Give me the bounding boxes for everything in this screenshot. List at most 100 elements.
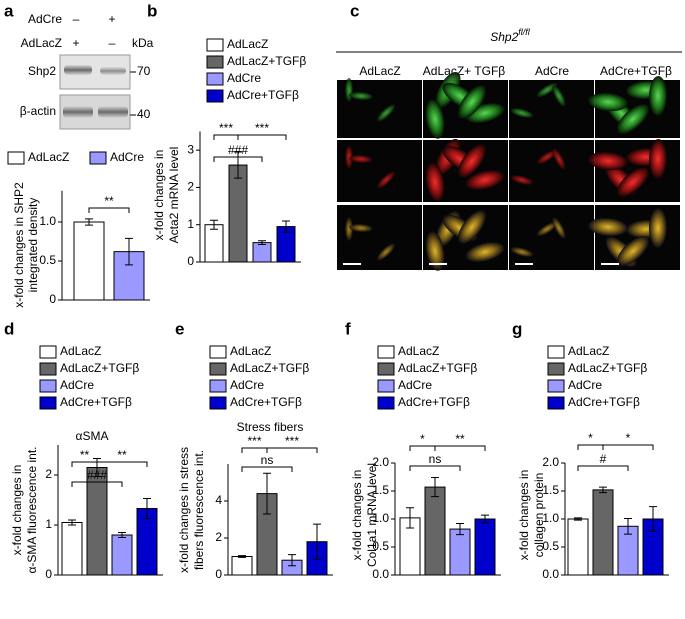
micrograph-grid [337,71,680,271]
blot-unit: kDa [132,36,154,50]
legend-label: AdLacZ [227,37,268,51]
error-bar [258,240,266,245]
blot-band [64,65,92,75]
error-bar [574,517,582,521]
cell [616,167,650,197]
legend-swatch [206,89,224,103]
column-label: AdCre [535,64,569,78]
cell [648,139,668,179]
legend-swatch [377,345,395,359]
cell [465,242,505,262]
panel-letter: d [4,319,14,338]
legend-label: AdCre+TGFβ [227,88,299,102]
legend-swatch [89,151,107,165]
y-axis-label: fibers fluorescence int. [192,450,206,570]
significance-label: ns [261,453,274,467]
significance-bracket [434,445,486,451]
cell [536,82,558,98]
blot-band [98,106,128,118]
bar [111,534,133,576]
blot-mark: + [108,12,115,26]
legend-swatch [39,396,57,410]
significance-bracket [213,134,239,140]
y-tick-label: 0 [45,567,52,581]
y-tick-label: 1 [45,517,52,531]
blot-column-label: AdLacZ [21,36,62,50]
legend-label: AdLacZ+TGFβ [60,361,139,375]
blot-mark: – [109,36,116,50]
significance-bracket [237,134,287,140]
error-bar [238,555,246,558]
significance-bracket [577,465,629,471]
legend-swatch [209,379,227,393]
bar [231,556,253,576]
column-label: AdLacZ+ TGFβ [423,64,505,78]
legend-label: AdCre+TGFβ [230,395,302,409]
significance-label: ** [117,448,127,462]
blot-band [100,67,126,75]
error-bar [143,498,151,519]
cell [349,154,373,164]
cell [616,236,650,266]
y-axis-label: Acta2 mRNA level [167,147,181,244]
y-tick-label: 0.0 [372,567,389,581]
significance-bracket [213,156,263,162]
error-bar [406,507,414,529]
cell [465,170,505,190]
charts: 0 0.5 1.0 x-fold changes in SHP2 integrated … [7,37,669,581]
legend-label: AdLacZ [230,344,271,358]
bar [61,522,83,576]
legend-label: AdCre [110,150,144,164]
legend-label: AdLacZ+TGFβ [230,361,309,375]
error-bar [263,472,271,515]
y-tick-label: 0.0 [542,567,559,581]
significance-bracket [577,444,604,450]
blot-mark: – [73,12,80,26]
legend-label: AdCre [60,378,94,392]
significance-label: *** [247,434,261,448]
cell [349,223,373,233]
y-axis-label: x-fold changes in SHP2 [12,182,26,308]
micrograph [509,140,594,202]
y-tick-label: 2 [215,530,222,544]
legend-label: AdCre [230,378,264,392]
error-bar [68,519,76,526]
cell [536,149,558,165]
cell [552,85,566,107]
error-bar [282,220,290,233]
cell [345,78,353,102]
microscopy-title: Shp2fl/fl [490,27,531,44]
legend-label: AdLacZ [568,344,609,358]
error-bar [649,506,657,532]
legend-swatch [547,396,565,410]
title-superscript: fl/fl [518,27,531,37]
legend-label: AdCre+TGFβ [398,395,470,409]
cell [457,144,487,178]
legend-label: AdCre [398,378,432,392]
legend-label: AdLacZ+TGFβ [398,361,477,375]
cell [616,104,650,134]
y-axis-label: x-fold changes in stress [177,447,191,573]
significance-label: *** [219,121,233,135]
y-tick-label: 4 [215,493,222,507]
legend-label: AdLacZ [28,150,69,164]
error-bar [313,523,321,560]
legend-swatch [39,379,57,393]
legend-label: AdCre+TGFβ [568,395,640,409]
legend-swatch [206,55,224,69]
cell [345,145,353,169]
cell [510,108,534,118]
cell [457,210,487,244]
legend-swatch [547,345,565,359]
cell [425,231,445,271]
cell [345,217,353,241]
legend-swatch [209,396,227,410]
cell [376,171,396,189]
blot-row-label: β-actin [20,104,56,118]
panel-letter: f [345,319,351,338]
significance-label: * [588,431,593,445]
significance-label: * [626,431,631,445]
cell [425,99,445,139]
cell [552,217,566,239]
y-tick-label: 2.0 [372,455,389,469]
